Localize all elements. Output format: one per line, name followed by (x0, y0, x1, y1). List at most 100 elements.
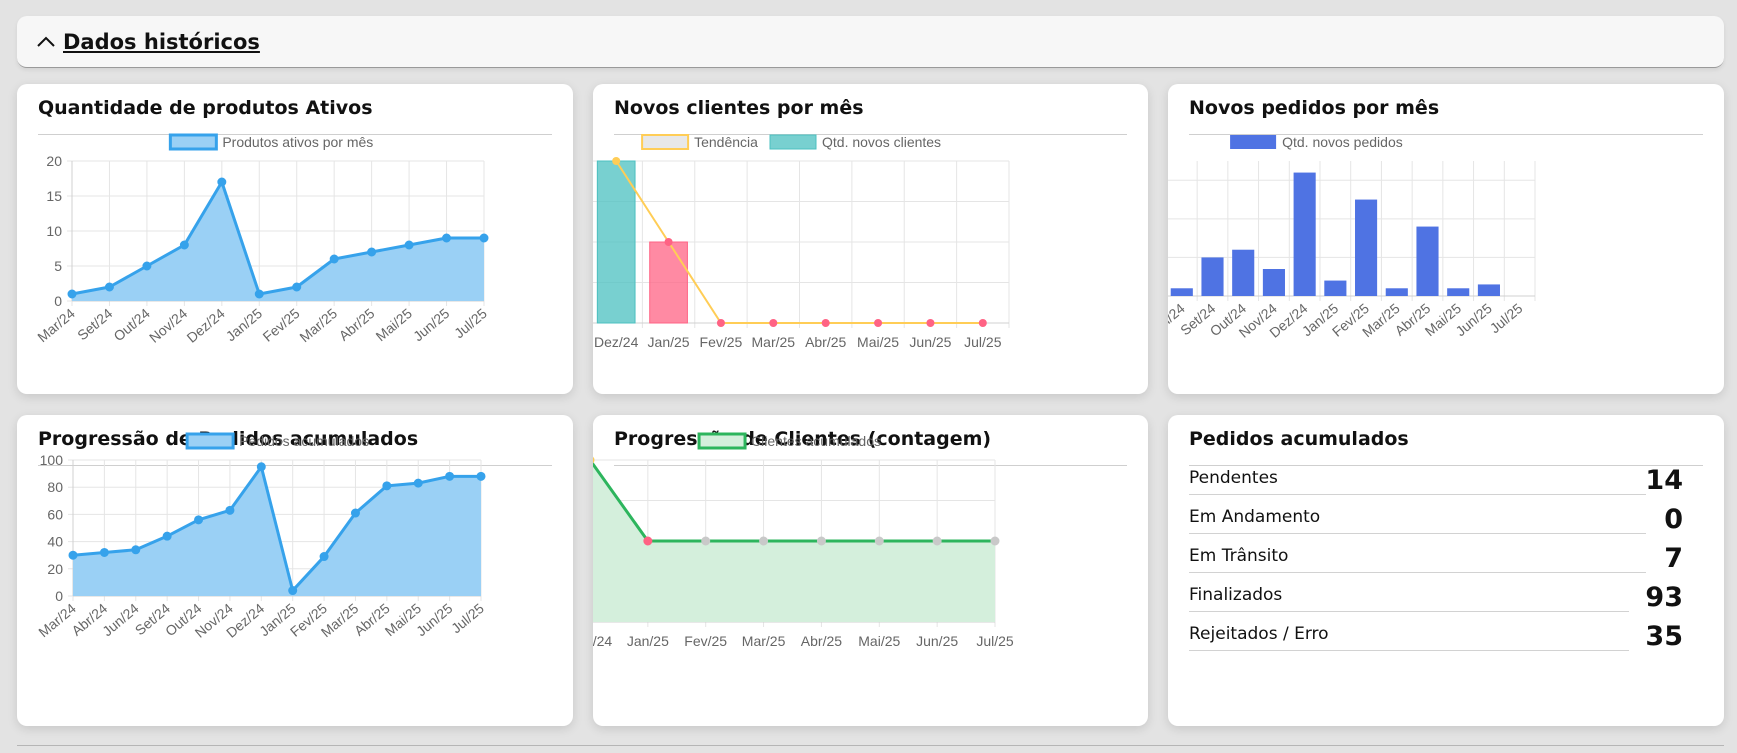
x-tick-label: Dez/24 (183, 305, 227, 346)
x-tick-label: Mar/25 (752, 334, 796, 350)
legend-swatch (697, 432, 747, 450)
card-title: Quantidade de produtos Ativos (38, 97, 373, 119)
x-tick-label: Jun/25 (413, 600, 456, 639)
data-point (194, 515, 204, 525)
legend-label: Qtd. novos clientes (822, 134, 941, 150)
data-point (874, 536, 884, 546)
data-point (142, 261, 152, 271)
x-tick-label: Jun/25 (410, 305, 453, 344)
x-tick-label: Jul/25 (1487, 300, 1526, 336)
y-tick-label: 20 (47, 561, 63, 577)
x-tick-label: Jun/25 (909, 334, 951, 350)
legend-swatch (641, 134, 690, 150)
data-point (874, 319, 883, 327)
data-point (593, 456, 595, 464)
divider (614, 134, 1127, 135)
stat-label: Pendentes (1189, 468, 1278, 488)
x-tick-label: Mar/24 (34, 305, 78, 345)
data-point (179, 240, 189, 250)
y-tick-label: 100 (40, 452, 64, 468)
x-tick-label: Abr/25 (805, 334, 846, 350)
y-tick-label: 20 (46, 153, 62, 169)
stat-label: Em Andamento (1189, 507, 1321, 527)
divider (1189, 650, 1629, 651)
card-title: Novos clientes por mês (614, 97, 864, 119)
data-point (821, 319, 830, 327)
data-point (612, 157, 621, 165)
stat-value: 35 (1645, 621, 1683, 652)
data-point (367, 247, 377, 257)
data-point (162, 531, 172, 541)
new-clients-card: Novos clientes por mês 00.51.01.52.0Dez/… (593, 84, 1148, 394)
x-tick-label: Jun/25 (1452, 300, 1495, 339)
bar (1262, 269, 1285, 296)
x-tick-label: Jul/25 (964, 334, 1002, 350)
y-tick-label: 40 (47, 534, 63, 550)
stat-row-em-transito: Em Trânsito 7 (1189, 543, 1703, 577)
legend-swatch (1230, 135, 1277, 149)
orders-progression-chart: 020406080100Mar/24Abr/24Jun/24Set/24Out/… (35, 432, 487, 641)
stat-row-pendentes: Pendentes 14 (1189, 465, 1703, 499)
data-point (68, 550, 78, 560)
divider (17, 745, 1724, 746)
data-point (932, 536, 942, 546)
divider (1189, 494, 1646, 495)
x-tick-label: Jan/25 (223, 305, 266, 344)
area-fill (593, 464, 995, 622)
x-tick-label: Mai/25 (857, 334, 899, 350)
divider (614, 465, 1127, 466)
divider (38, 134, 552, 135)
x-tick-label: Dez/24 (594, 334, 639, 350)
x-tick-label: Jan/25 (648, 334, 690, 350)
x-tick-label: Jul/25 (448, 600, 487, 636)
x-tick-label: Dez/24 (593, 633, 612, 649)
bar (1385, 288, 1408, 296)
x-tick-label: Set/24 (74, 305, 115, 343)
legend-label: Pedidos acumulados (239, 433, 369, 449)
data-point (329, 254, 339, 264)
data-point (442, 233, 452, 243)
bar (1355, 199, 1378, 296)
data-point (350, 508, 360, 518)
x-tick-label: Out/24 (110, 305, 153, 344)
x-tick-label: Jul/25 (976, 633, 1014, 649)
legend-swatch (185, 432, 235, 450)
y-tick-label: 80 (47, 479, 63, 495)
legend-label: Produtos ativos por mês (222, 134, 373, 150)
data-point (978, 319, 987, 327)
x-tick-label: Jan/25 (627, 633, 669, 649)
data-point (104, 282, 114, 292)
x-tick-label: Mar/25 (742, 633, 786, 649)
x-tick-label: Fev/25 (700, 334, 743, 350)
y-tick-label: 0 (55, 588, 63, 604)
clients-progression-chart: 00.51.01.52.0Dez/24Jan/25Fev/25Mar/25Abr… (593, 432, 1014, 649)
data-point (319, 552, 329, 562)
products-active-chart: 0 5 10 15 20 Mar/24Set/24Out/24Nov/24Dez/24Ja… (34, 133, 490, 346)
accumulated-orders-card: Pedidos acumulados Pendentes 14 Em Andam… (1168, 415, 1724, 726)
data-point (701, 536, 711, 546)
stat-label: Rejeitados / Erro (1189, 624, 1329, 644)
bar (1293, 172, 1316, 296)
historical-data-toggle[interactable]: Dados históricos (17, 16, 1724, 68)
data-point (664, 238, 673, 246)
legend-swatch (168, 133, 218, 151)
legend-label: Tendência (694, 134, 758, 150)
divider (1189, 533, 1646, 534)
stat-value: 14 (1645, 465, 1683, 496)
data-point (256, 462, 266, 472)
section-title: Dados históricos (63, 29, 260, 54)
bar (1324, 280, 1347, 296)
stat-label: Em Trânsito (1189, 546, 1289, 566)
stat-label: Finalizados (1189, 585, 1283, 605)
legend-label: Qtd. novos pedidos (1282, 134, 1403, 150)
stat-value: 0 (1664, 504, 1683, 535)
x-tick-label: Fev/25 (260, 305, 303, 345)
x-tick-label: Jun/24 (99, 600, 142, 639)
divider (1189, 572, 1646, 573)
bar (1201, 257, 1224, 296)
data-point (445, 471, 455, 481)
new-orders-card: Novos pedidos por mês 0102030Mar/24Abr/2… (1168, 84, 1724, 394)
x-tick-label: Jun/25 (916, 633, 958, 649)
x-tick-label: Jul/25 (451, 305, 490, 341)
bar (1447, 288, 1470, 296)
